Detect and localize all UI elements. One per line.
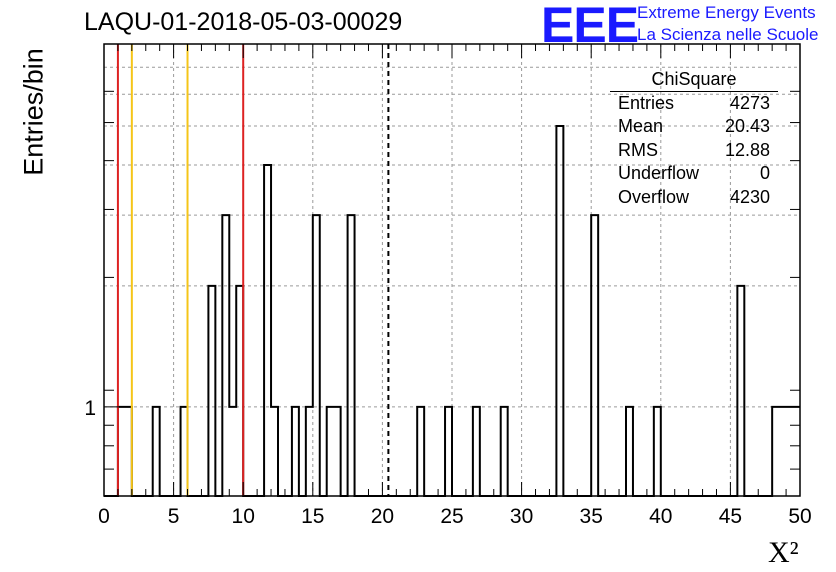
histogram-bin — [626, 407, 633, 496]
histogram-bin — [229, 407, 236, 496]
stats-value: 12.88 — [724, 139, 770, 160]
histogram-bin — [153, 407, 160, 496]
histogram-bin — [222, 215, 229, 496]
histogram-bin — [306, 407, 313, 496]
stats-value: 0 — [759, 163, 770, 184]
x-tick-label: 35 — [580, 505, 603, 528]
stats-value: 4230 — [729, 186, 770, 207]
stats-value: 20.43 — [724, 116, 770, 137]
stats-row-underflow: Underflow 0 — [610, 162, 778, 185]
stats-title: ChiSquare — [610, 67, 778, 92]
stats-value: 4273 — [729, 93, 770, 113]
stats-row-entries: Entries 4273 — [610, 92, 778, 115]
y-tick-label: 1 — [84, 397, 96, 420]
x-tick-label: 20 — [371, 505, 394, 528]
histogram-bin — [654, 407, 661, 496]
histogram-bin — [313, 215, 320, 496]
stats-label: Entries — [618, 93, 675, 113]
eee-logo: EEE — [541, 0, 639, 53]
x-tick-label: 0 — [98, 505, 110, 528]
histogram-bin — [292, 407, 299, 496]
histogram-bin — [334, 407, 341, 496]
histogram-bin — [737, 286, 744, 496]
x-tick-label: 5 — [168, 505, 180, 528]
x-tick-label: 30 — [510, 505, 533, 528]
histogram-bin — [125, 407, 132, 496]
x-tick-label: 10 — [232, 505, 255, 528]
chart-title: LAQU-01-2018-05-03-00029 — [84, 8, 403, 36]
histogram-bin — [556, 126, 563, 496]
histogram-bin — [417, 407, 424, 496]
histogram-bin — [501, 407, 508, 496]
stats-row-mean: Mean 20.43 — [610, 115, 778, 138]
x-tick-label: 50 — [788, 505, 811, 528]
histogram-bin — [181, 407, 188, 496]
histogram-bin — [327, 407, 334, 496]
stats-label: RMS — [618, 139, 658, 160]
x-tick-label: 45 — [719, 505, 742, 528]
histogram-bin — [793, 407, 800, 496]
histogram-bin — [772, 407, 779, 496]
histogram-bin — [271, 407, 278, 496]
x-tick-label: 15 — [301, 505, 324, 528]
stats-box: ChiSquare Entries 4273 Mean 20.43 RMS 12… — [610, 67, 778, 209]
x-tick-label: 25 — [440, 505, 463, 528]
stats-label: Overflow — [618, 186, 690, 207]
brand-line-1: Extreme Energy Events — [637, 3, 816, 22]
stats-label: Mean — [618, 116, 664, 137]
histogram-bin — [445, 407, 452, 496]
stats-row-overflow: Overflow 4230 — [610, 186, 778, 209]
stats-row-rms: RMS 12.88 — [610, 139, 778, 162]
brand-line-2: La Scienza nelle Scuole — [637, 25, 819, 44]
histogram-bin — [348, 215, 355, 496]
stats-label: Underflow — [618, 163, 700, 184]
histogram-series — [104, 125, 800, 497]
histogram-bin — [264, 165, 271, 496]
x-axis-label-text: X² — [768, 536, 799, 569]
histogram-bin — [236, 286, 243, 496]
histogram-bin — [208, 286, 215, 496]
histogram-bin — [786, 407, 793, 496]
histogram-bin — [118, 407, 125, 496]
x-tick-label: 40 — [649, 505, 672, 528]
histogram-bin — [779, 407, 786, 496]
histogram-bin — [473, 407, 480, 496]
histogram-bin — [591, 215, 598, 496]
x-axis-label: X² — [768, 536, 799, 570]
